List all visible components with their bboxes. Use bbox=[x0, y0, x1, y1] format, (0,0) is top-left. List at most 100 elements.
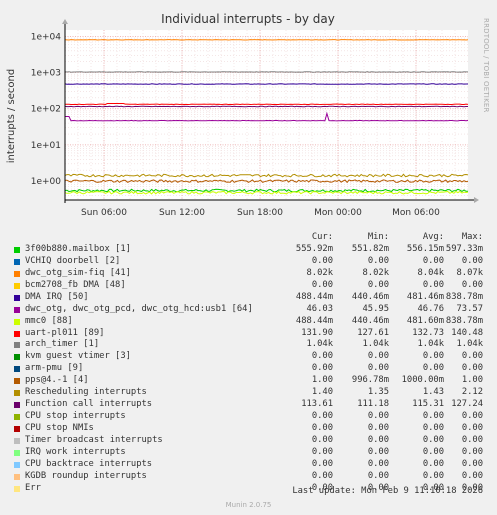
legend-min: 0.00 bbox=[367, 423, 389, 433]
legend-label: dwc_otg, dwc_otg_pcd, dwc_otg_hcd:usb1 [… bbox=[25, 303, 253, 314]
legend-swatch bbox=[14, 354, 20, 361]
legend-cur: 0.00 bbox=[311, 255, 333, 266]
legend-max: 1.04k bbox=[456, 339, 483, 350]
legend-avg: 0.00 bbox=[422, 458, 444, 469]
chart: Individual interrupts - by day interrupt… bbox=[6, 12, 490, 218]
legend-max: 0.00 bbox=[461, 279, 483, 290]
legend-min: 0.00 bbox=[367, 470, 389, 481]
legend-cur: 0.00 bbox=[311, 279, 333, 290]
legend-max: 73.57 bbox=[456, 303, 483, 314]
legend-row: pps@4.-1 [4] 1.00 996.78m 1000.00m 1.00 bbox=[14, 375, 489, 387]
legend-max: 597.33m bbox=[445, 243, 483, 254]
legend-label: KGDB roundup interrupts bbox=[25, 470, 147, 481]
legend-row: VCHIQ doorbell [2] 0.00 0.00 0.00 0.00 bbox=[14, 256, 489, 268]
x-tick-label: Sun 06:00 bbox=[81, 208, 127, 218]
legend-cur: 1.04k bbox=[306, 339, 333, 350]
legend-min: 1.04k bbox=[362, 339, 389, 350]
col-max: Max: bbox=[461, 232, 483, 242]
legend-max: 0.00 bbox=[461, 423, 483, 433]
legend-cur: 0.00 bbox=[311, 351, 333, 362]
legend-label: CPU backtrace interrupts bbox=[25, 458, 153, 469]
legend-cur: 0.00 bbox=[311, 411, 333, 422]
legend-cur: 0.00 bbox=[311, 446, 333, 457]
col-avg: Avg: bbox=[422, 232, 444, 242]
legend-avg: 1.04k bbox=[417, 339, 444, 350]
legend-cur: 488.44m bbox=[295, 315, 333, 326]
legend-max: 0.00 bbox=[461, 434, 483, 445]
legend-row: CPU stop interrupts 0.00 0.00 0.00 0.00 bbox=[14, 411, 489, 423]
legend-swatch bbox=[14, 485, 20, 492]
legend-label: arm-pmu [9] bbox=[25, 363, 84, 374]
legend-row: 3f00b880.mailbox [1] 555.92m 551.82m 556.15… bbox=[14, 244, 489, 256]
axes bbox=[62, 19, 479, 203]
legend-avg: 46.76 bbox=[417, 303, 444, 314]
legend-label: pps@4.-1 [4] bbox=[25, 375, 89, 386]
legend-rows: 3f00b880.mailbox [1] 555.92m 551.82m 556.15… bbox=[14, 244, 489, 495]
legend-avg: 0.00 bbox=[422, 446, 444, 457]
legend-row: bcm2708_fb DMA [48] 0.00 0.00 0.00 0.00 bbox=[14, 280, 489, 292]
legend-row: Err 0.00 0.00 0.00 0.00 bbox=[14, 483, 489, 495]
x-tick-label: Mon 06:00 bbox=[392, 208, 440, 218]
legend-cur: 0.00 bbox=[311, 482, 333, 493]
legend-cur: 46.03 bbox=[306, 303, 333, 314]
legend-swatch bbox=[14, 270, 20, 277]
legend-min: 0.00 bbox=[367, 458, 389, 469]
legend-max: 2.12 bbox=[461, 387, 483, 398]
col-min: Min: bbox=[367, 232, 389, 242]
series-line-mmc0-88 bbox=[64, 190, 469, 195]
legend-row: arm-pmu [9] 0.00 0.00 0.00 0.00 bbox=[14, 363, 489, 375]
legend-row: CPU stop NMIs 0.00 0.00 0.00 0.00 bbox=[14, 423, 489, 435]
legend-avg: 0.00 bbox=[422, 470, 444, 481]
legend-swatch bbox=[14, 306, 20, 313]
y-axis-label: interrupts / second bbox=[6, 69, 17, 163]
legend-row: Rescheduling interrupts 1.40 1.35 1.43 2.12 bbox=[14, 387, 489, 399]
legend-swatch bbox=[14, 390, 20, 397]
legend-avg: 0.00 bbox=[422, 255, 444, 266]
legend-min: 0.00 bbox=[367, 434, 389, 445]
x-tick-label: Mon 00:00 bbox=[314, 208, 362, 218]
legend: Cur: Min: Avg: Max: 3f00b880.mailbox [1]… bbox=[14, 232, 489, 495]
y-tick-label: 1e+00 bbox=[31, 177, 62, 187]
legend-row: IRQ work interrupts 0.00 0.00 0.00 0.00 bbox=[14, 447, 489, 459]
legend-label: IRQ work interrupts bbox=[25, 446, 126, 457]
legend-min: 0.00 bbox=[367, 279, 389, 290]
legend-avg: 0.00 bbox=[422, 351, 444, 362]
legend-avg: 0.00 bbox=[422, 411, 444, 422]
legend-label: 3f00b880.mailbox [1] bbox=[25, 243, 131, 254]
legend-min: 551.82m bbox=[351, 243, 389, 254]
legend-max: 0.00 bbox=[461, 411, 483, 422]
legend-min: 0.00 bbox=[367, 482, 389, 493]
legend-avg: 481.60m bbox=[406, 315, 444, 326]
legend-label: bcm2708_fb DMA [48] bbox=[25, 279, 126, 290]
legend-max: 0.00 bbox=[461, 363, 483, 374]
legend-avg: 115.31 bbox=[412, 399, 444, 410]
legend-avg: 1.43 bbox=[422, 387, 444, 398]
legend-max: 0.00 bbox=[461, 446, 483, 457]
legend-min: 440.46m bbox=[351, 291, 389, 302]
series-lines bbox=[64, 39, 469, 195]
legend-cur: 0.00 bbox=[311, 470, 333, 481]
legend-avg: 481.46m bbox=[406, 291, 444, 302]
legend-cur: 0.00 bbox=[311, 458, 333, 469]
plot-area bbox=[65, 30, 468, 200]
legend-min: 0.00 bbox=[367, 446, 389, 457]
legend-swatch bbox=[14, 378, 20, 385]
legend-label: dwc_otg_sim-fiq [41] bbox=[25, 267, 131, 278]
legend-row: kvm guest vtimer [3] 0.00 0.00 0.00 0.00 bbox=[14, 351, 489, 363]
legend-min: 0.00 bbox=[367, 351, 389, 362]
series-line-arch-timer-1 bbox=[64, 71, 468, 73]
legend-row: dwc_otg, dwc_otg_pcd, dwc_otg_hcd:usb1 [… bbox=[14, 304, 489, 316]
legend-swatch bbox=[14, 342, 20, 349]
legend-header: Cur: Min: Avg: Max: bbox=[14, 232, 489, 244]
legend-cur: 0.00 bbox=[311, 434, 333, 445]
legend-avg: 0.00 bbox=[422, 482, 444, 493]
legend-cur: 1.00 bbox=[311, 375, 333, 386]
legend-cur: 488.44m bbox=[295, 291, 333, 302]
legend-min: 111.18 bbox=[357, 399, 389, 410]
y-tick-label: 1e+02 bbox=[31, 105, 61, 115]
legend-row: Timer broadcast interrupts 0.00 0.00 0.00 0.… bbox=[14, 435, 489, 447]
legend-swatch bbox=[14, 258, 20, 265]
legend-min: 440.46m bbox=[351, 315, 389, 326]
legend-min: 8.02k bbox=[362, 267, 389, 278]
legend-cur: 8.02k bbox=[306, 267, 333, 278]
